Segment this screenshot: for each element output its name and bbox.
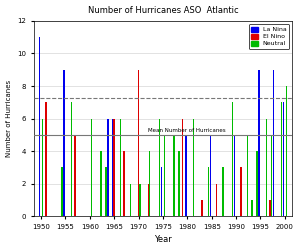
Bar bbox=[234, 135, 235, 216]
X-axis label: Year: Year bbox=[154, 236, 172, 244]
Bar bbox=[232, 102, 233, 216]
Bar bbox=[240, 168, 242, 216]
Bar bbox=[178, 151, 180, 216]
Bar bbox=[185, 135, 187, 216]
Bar bbox=[266, 118, 267, 216]
Bar bbox=[208, 168, 209, 216]
Bar bbox=[161, 168, 162, 216]
Bar bbox=[283, 102, 284, 216]
Bar bbox=[201, 200, 202, 216]
Bar bbox=[91, 118, 92, 216]
Bar bbox=[258, 70, 260, 216]
Bar bbox=[39, 37, 40, 216]
Bar bbox=[63, 70, 65, 216]
Bar bbox=[100, 151, 102, 216]
Bar bbox=[61, 168, 63, 216]
Bar bbox=[251, 200, 253, 216]
Bar bbox=[273, 70, 274, 216]
Title: Number of Hurricanes ASO  Atlantic: Number of Hurricanes ASO Atlantic bbox=[88, 6, 238, 15]
Bar bbox=[71, 102, 73, 216]
Bar bbox=[281, 102, 282, 216]
Bar bbox=[139, 184, 141, 216]
Bar bbox=[42, 118, 43, 216]
Bar bbox=[209, 135, 211, 216]
Text: Mean Number of Hurricanes: Mean Number of Hurricanes bbox=[148, 128, 226, 134]
Bar bbox=[182, 118, 183, 216]
Bar bbox=[138, 70, 139, 216]
Bar bbox=[107, 118, 109, 216]
Bar bbox=[286, 86, 287, 216]
Bar bbox=[216, 184, 217, 216]
Bar bbox=[130, 184, 131, 216]
Bar bbox=[148, 184, 149, 216]
Bar bbox=[112, 118, 113, 216]
Bar bbox=[123, 151, 124, 216]
Bar bbox=[222, 168, 224, 216]
Bar bbox=[45, 102, 46, 216]
Bar bbox=[113, 118, 115, 216]
Bar bbox=[247, 135, 248, 216]
Bar bbox=[74, 135, 76, 216]
Bar bbox=[256, 151, 258, 216]
Bar bbox=[105, 168, 106, 216]
Bar bbox=[269, 200, 271, 216]
Bar bbox=[193, 118, 194, 216]
Bar bbox=[271, 135, 272, 216]
Bar bbox=[164, 135, 165, 216]
Bar bbox=[159, 118, 160, 216]
Y-axis label: Number of Hurricanes: Number of Hurricanes bbox=[6, 80, 12, 157]
Bar bbox=[149, 151, 150, 216]
Bar bbox=[173, 135, 175, 216]
Legend: La Nina, El Nino, Neutral: La Nina, El Nino, Neutral bbox=[249, 24, 289, 49]
Bar bbox=[120, 118, 121, 216]
